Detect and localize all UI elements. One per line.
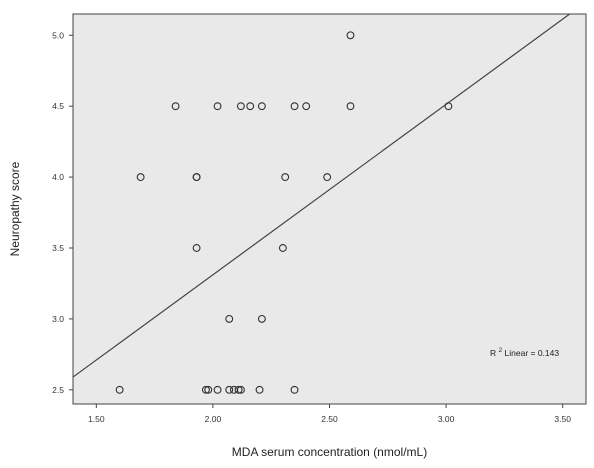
data-point: [192, 173, 201, 182]
data-point: [290, 385, 299, 394]
x-tick-label: 3.00: [438, 414, 455, 424]
annotation-prefix: R: [490, 348, 496, 358]
data-point: [444, 102, 453, 111]
y-tick-label: 4.0: [52, 172, 64, 182]
y-tick-label: 4.5: [52, 101, 64, 111]
data-point: [236, 385, 245, 394]
data-point: [234, 385, 243, 394]
data-point: [171, 102, 180, 111]
x-axis-title: MDA serum concentration (nmol/mL): [232, 445, 427, 459]
data-point: [255, 385, 264, 394]
y-axis-title: Neuropathy score: [8, 161, 22, 256]
x-tick-label: 2.00: [205, 414, 222, 424]
data-point: [136, 173, 145, 182]
x-tick-label: 2.50: [321, 414, 338, 424]
x-tick-label: 1.50: [88, 414, 105, 424]
fit-line-group: [72, 13, 571, 378]
data-point: [302, 102, 311, 111]
data-point: [225, 385, 234, 394]
data-point: [204, 385, 213, 394]
data-point: [115, 385, 124, 394]
data-point: [281, 173, 290, 182]
y-tick-label: 2.5: [52, 385, 64, 395]
x-tick-label: 3.50: [554, 414, 571, 424]
annotation-text: Linear = 0.143: [505, 348, 560, 358]
annotation-superscript: 2: [499, 347, 503, 354]
r-squared-annotation: R 2 Linear = 0.143: [490, 344, 559, 358]
x-axis: 1.50 2.00 2.50 3.00 3.50: [88, 404, 571, 424]
data-point: [257, 102, 266, 111]
data-point: [257, 314, 266, 323]
data-point: [323, 173, 332, 182]
data-point: [278, 244, 287, 252]
data-point: [246, 102, 255, 111]
data-point: [213, 385, 222, 394]
data-point: [225, 314, 234, 323]
plot-area: [72, 13, 587, 405]
data-point: [346, 31, 355, 40]
data-points: [115, 31, 453, 394]
data-point: [346, 102, 355, 111]
data-point: [192, 244, 201, 252]
data-point: [201, 385, 210, 394]
y-axis: 2.5 3.0 3.5 4.0 4.5 5.0: [52, 30, 73, 395]
y-tick-label: 3.5: [52, 243, 64, 253]
data-point: [290, 102, 299, 111]
linear-fit-line: [72, 13, 571, 378]
y-tick-label: 5.0: [52, 30, 64, 40]
y-tick-label: 3.0: [52, 314, 64, 324]
data-point: [236, 102, 245, 111]
data-point: [213, 102, 222, 111]
